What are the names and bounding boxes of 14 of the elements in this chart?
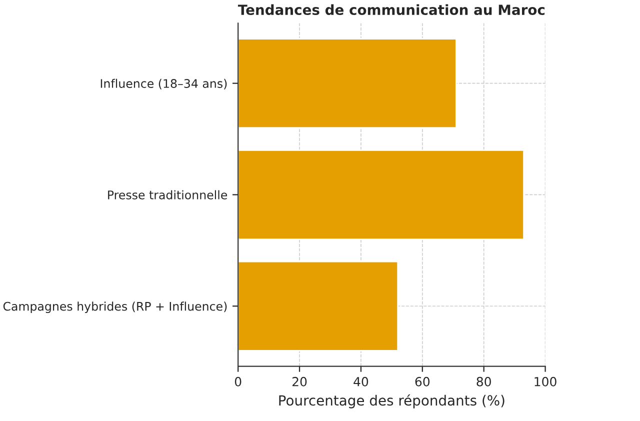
x-tick-label: 100 [534, 376, 556, 386]
x-tick-label: 80 [476, 376, 491, 386]
x-tick-label: 40 [354, 376, 368, 386]
y-tick-label: Presse traditionnelle [108, 190, 228, 200]
x-tick-label: 60 [415, 376, 430, 386]
x-tick-label: 20 [292, 376, 307, 386]
bar [238, 149, 524, 240]
bar [238, 260, 399, 352]
x-axis-title: Pourcentage des répondants (%) [279, 394, 504, 408]
x-tick-label: 0 [234, 376, 242, 386]
y-tick-label: Campagnes hybrides (RP + Influence) [3, 302, 227, 314]
chart-title: Tendances de communication au Maroc [238, 4, 545, 16]
y-tick-label: Influence (18–34 ans) [100, 78, 227, 90]
bar [238, 38, 457, 129]
